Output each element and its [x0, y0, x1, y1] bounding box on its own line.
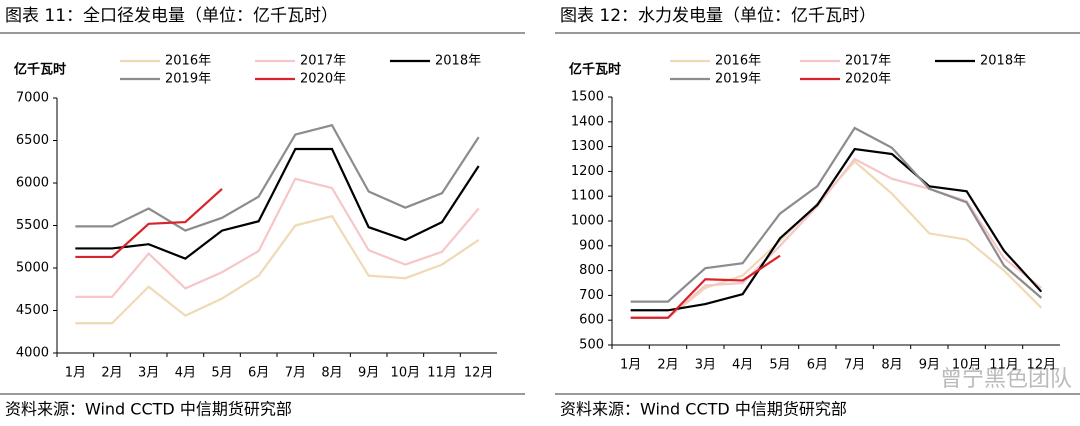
legend-label: 2017年: [845, 54, 891, 69]
series-line: [75, 188, 223, 259]
x-tick-label: 6月: [807, 358, 828, 373]
series-line: [630, 157, 1043, 319]
series-line: [630, 126, 1043, 303]
x-tick-label: 6月: [248, 366, 269, 381]
x-tick-label: 9月: [919, 358, 940, 373]
legend-label: 2018年: [980, 54, 1026, 69]
y-tick-label: 6000: [16, 176, 49, 191]
series-line: [630, 147, 1043, 312]
x-tick-label: 2月: [101, 366, 122, 381]
x-tick-label: 12月: [464, 366, 494, 381]
legend-label: 2020年: [300, 72, 346, 87]
series-line: [75, 147, 480, 260]
chart-title: 图表 12：水力发电量（单位：亿千瓦时）: [560, 6, 876, 26]
x-tick-label: 5月: [211, 366, 232, 381]
y-tick-label: 1100: [571, 189, 604, 204]
y-tick-label: 1500: [571, 90, 604, 105]
source: 资料来源：Wind CCTD 中信期货研究部: [560, 400, 847, 419]
legend-label: 2019年: [165, 72, 211, 87]
legend-label: 2020年: [845, 72, 891, 87]
watermark: 曾宁黑色团队: [940, 367, 1072, 392]
y-tick-label: 700: [579, 288, 604, 303]
series-line: [75, 177, 480, 298]
y-tick-label: 600: [579, 313, 604, 328]
x-tick-label: 8月: [321, 366, 342, 381]
x-tick-label: 9月: [358, 366, 379, 381]
x-tick-label: 2月: [657, 358, 678, 373]
x-tick-label: 7月: [285, 366, 306, 381]
x-tick-label: 10月: [391, 366, 421, 381]
legend-label: 2016年: [715, 54, 761, 69]
x-tick-label: 12月: [1027, 358, 1057, 373]
y-tick-label: 900: [579, 238, 604, 253]
x-tick-label: 1月: [620, 358, 641, 373]
y-tick-label: 800: [579, 263, 604, 278]
series-line: [75, 123, 480, 232]
source: 资料来源：Wind CCTD 中信期货研究部: [5, 400, 292, 419]
y-tick-label: 5000: [16, 261, 49, 276]
chart-title: 图表 11：全口径发电量（单位：亿千瓦时）: [5, 6, 338, 26]
legend-label: 2018年: [435, 54, 481, 69]
x-tick-label: 11月: [427, 366, 457, 381]
y-tick-label: 4500: [16, 303, 49, 318]
series-line: [630, 254, 781, 319]
x-tick-label: 3月: [695, 358, 716, 373]
y-axis-label: 亿千瓦时: [569, 62, 621, 78]
x-tick-label: 8月: [881, 358, 902, 373]
legend-label: 2019年: [715, 72, 761, 87]
x-tick-label: 3月: [138, 366, 159, 381]
y-tick-label: 500: [579, 338, 604, 353]
y-tick-label: 1300: [571, 139, 604, 154]
x-tick-label: 7月: [844, 358, 865, 373]
y-tick-label: 5500: [16, 218, 49, 233]
x-tick-label: 11月: [989, 358, 1019, 373]
y-tick-label: 1400: [571, 114, 604, 129]
y-tick-label: 6500: [16, 133, 49, 148]
y-axis-label: 亿千瓦时: [14, 62, 66, 78]
legend-label: 2017年: [300, 54, 346, 69]
x-tick-label: 4月: [175, 366, 196, 381]
x-tick-label: 10月: [952, 358, 982, 373]
y-tick-label: 1200: [571, 164, 604, 179]
x-tick-label: 5月: [769, 358, 790, 373]
series-line: [75, 214, 480, 325]
y-tick-label: 1000: [571, 214, 604, 229]
y-tick-label: 4000: [16, 346, 49, 361]
legend-label: 2016年: [165, 54, 211, 69]
x-tick-label: 1月: [65, 366, 86, 381]
x-tick-label: 4月: [732, 358, 753, 373]
y-tick-label: 7000: [16, 91, 49, 106]
